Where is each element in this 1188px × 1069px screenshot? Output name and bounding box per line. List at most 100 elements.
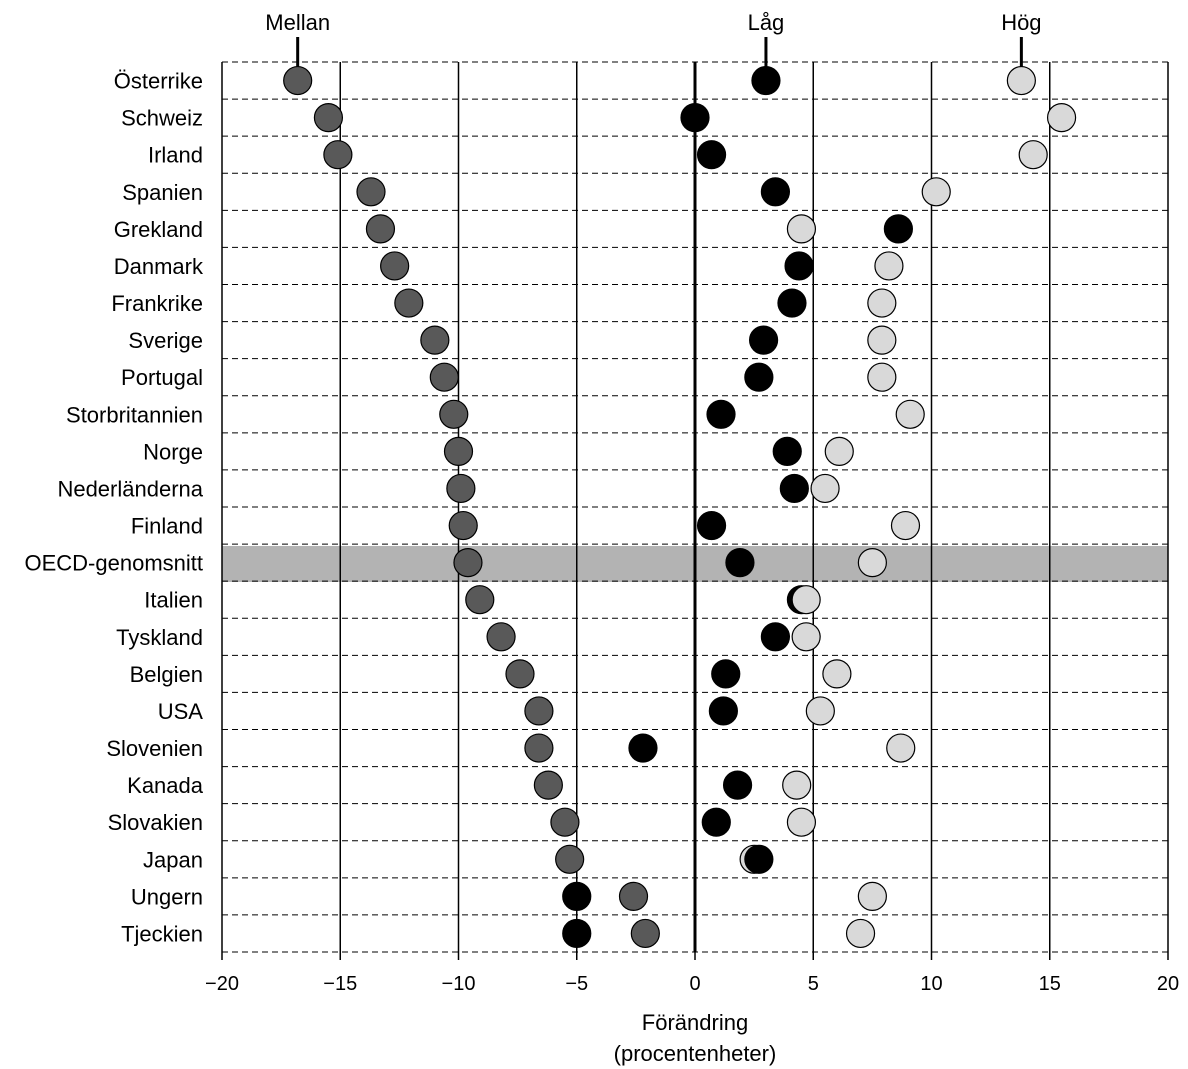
data-point xyxy=(890,510,921,541)
category-label: Nederländerna xyxy=(57,476,203,501)
category-label: Tyskland xyxy=(116,625,203,650)
data-point xyxy=(845,918,876,949)
data-point xyxy=(722,770,753,800)
category-label: Slovenien xyxy=(106,736,203,761)
data-point xyxy=(751,65,781,96)
data-point xyxy=(618,881,649,911)
x-tick-label: −20 xyxy=(205,973,239,995)
data-point xyxy=(505,659,535,689)
x-tick-label: 10 xyxy=(920,973,942,995)
data-point xyxy=(886,733,916,763)
data-point xyxy=(524,696,554,726)
data-point xyxy=(867,288,897,318)
data-point xyxy=(791,622,821,652)
data-point xyxy=(380,251,410,281)
data-point xyxy=(779,473,809,504)
category-label: Schweiz xyxy=(121,106,203,131)
legend-label: Mellan xyxy=(265,10,330,35)
category-label: Österrike xyxy=(114,69,203,94)
category-label: Frankrike xyxy=(111,291,203,316)
x-tick-label: 15 xyxy=(1039,973,1061,995)
data-point xyxy=(822,659,852,689)
data-point xyxy=(323,140,353,170)
data-point xyxy=(696,140,727,170)
data-point xyxy=(810,473,840,504)
data-point xyxy=(555,844,585,874)
data-point xyxy=(486,622,516,652)
data-point xyxy=(630,918,660,949)
data-point xyxy=(725,548,755,578)
category-label: Tjeckien xyxy=(121,921,203,946)
data-point xyxy=(420,325,450,355)
data-point xyxy=(448,510,478,541)
x-axis-title-line-2: (procentenheter) xyxy=(614,1041,777,1066)
data-point xyxy=(874,251,904,281)
data-point xyxy=(1006,65,1036,96)
category-label: Irland xyxy=(148,143,203,168)
data-point xyxy=(867,325,897,355)
x-tick-label: 0 xyxy=(689,973,700,995)
data-point xyxy=(772,436,802,466)
data-point xyxy=(439,399,469,429)
category-label: Grekland xyxy=(114,217,203,242)
category-label: USA xyxy=(158,699,204,724)
data-point xyxy=(805,696,835,726)
data-point xyxy=(760,177,791,207)
data-point xyxy=(748,325,779,355)
data-point xyxy=(777,288,807,318)
data-point xyxy=(283,65,313,96)
data-point xyxy=(533,770,563,800)
data-point xyxy=(313,103,344,133)
data-point xyxy=(782,770,812,800)
data-point xyxy=(883,214,913,244)
data-point xyxy=(791,585,821,615)
data-point xyxy=(429,362,459,392)
category-label: Kanada xyxy=(127,773,204,798)
data-point xyxy=(706,399,736,429)
data-point xyxy=(628,733,658,763)
data-point xyxy=(524,733,554,763)
data-point xyxy=(895,399,925,429)
data-point xyxy=(786,214,817,244)
category-label: Ungern xyxy=(131,884,203,909)
data-point xyxy=(824,436,854,466)
x-tick-label: −15 xyxy=(323,973,357,995)
x-tick-label: −10 xyxy=(442,973,476,995)
category-label: Norge xyxy=(143,439,203,464)
data-point xyxy=(1046,103,1077,133)
data-point xyxy=(356,177,386,207)
category-label: Belgien xyxy=(130,662,203,687)
legend-label: Låg xyxy=(748,10,785,35)
data-point xyxy=(365,214,396,244)
data-point xyxy=(550,807,580,837)
x-tick-label: 5 xyxy=(808,973,819,995)
data-point xyxy=(465,585,495,615)
legend: Mellan Låg Hög xyxy=(265,10,1042,78)
data-point xyxy=(744,844,774,874)
data-point xyxy=(446,473,476,504)
x-axis-title-line-1: Förändring xyxy=(642,1010,748,1035)
data-point xyxy=(760,622,791,652)
data-point xyxy=(857,881,887,911)
category-label: Italien xyxy=(144,588,203,613)
data-point xyxy=(711,659,741,689)
data-point xyxy=(857,548,887,578)
data-point xyxy=(921,177,951,207)
data-point xyxy=(708,696,738,726)
category-label: Storbritannien xyxy=(66,402,203,427)
category-label: Slovakien xyxy=(108,810,203,835)
data-points xyxy=(283,65,1077,949)
category-label: Japan xyxy=(143,847,203,872)
data-point xyxy=(696,510,727,541)
data-point xyxy=(701,807,731,837)
x-tick-label: 20 xyxy=(1157,973,1179,995)
data-point xyxy=(744,362,774,392)
legend-label: Hög xyxy=(1001,10,1041,35)
category-label: Sverige xyxy=(128,328,203,353)
data-point xyxy=(786,807,817,837)
data-point xyxy=(867,362,897,392)
category-labels: Österrike Schweiz Irland Spanien Grekland Dan… xyxy=(24,69,204,947)
data-point xyxy=(443,436,474,466)
data-point xyxy=(1018,140,1048,170)
